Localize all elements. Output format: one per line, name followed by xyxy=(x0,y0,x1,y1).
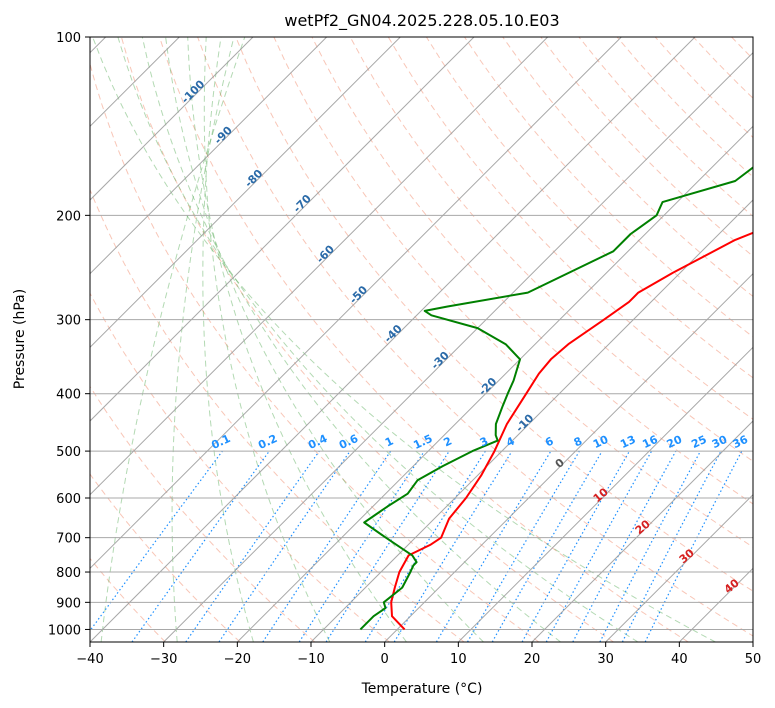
mixing-ratio-line xyxy=(185,450,320,642)
isotherm-line xyxy=(90,37,254,201)
mixing-ratio-line xyxy=(644,450,743,642)
mixing-ratio-line xyxy=(325,450,450,642)
mixing-ratio-line xyxy=(90,450,223,632)
mixing-ratio-label: 30 xyxy=(710,433,730,451)
dry-adiabat-line xyxy=(120,37,614,642)
moist-adiabat-line xyxy=(203,37,331,642)
y-tick-label: 200 xyxy=(56,209,81,224)
x-tick-label: −10 xyxy=(297,652,324,667)
mixing-ratio-line xyxy=(393,450,513,642)
dry-adiabat-line xyxy=(464,37,753,338)
x-tick-label: −30 xyxy=(150,652,177,667)
y-tick-label: 800 xyxy=(56,566,81,581)
dry-adiabat-line xyxy=(349,37,753,462)
x-tick-label: 20 xyxy=(524,652,541,667)
moist-adiabat-line xyxy=(141,37,561,642)
dry-adiabat-line xyxy=(90,473,241,642)
isotherm-line xyxy=(310,199,753,642)
moist-adiabat-line xyxy=(100,37,246,642)
dry-adiabat-line xyxy=(235,37,753,592)
mixing-ratio-label: 25 xyxy=(689,433,708,451)
mixing-ratio-line xyxy=(262,450,392,642)
mixing-ratio-label: 10 xyxy=(591,433,611,451)
chart-title: wetPf2_GN04.2025.228.05.10.E03 xyxy=(284,11,559,31)
isotherm-line xyxy=(90,37,475,422)
isotherm-line xyxy=(90,37,549,496)
dewpoint-profile-line xyxy=(359,166,753,631)
isotherm-line xyxy=(531,420,753,642)
x-tick-label: −20 xyxy=(224,652,251,667)
y-tick-label: 100 xyxy=(56,31,81,46)
x-tick-label: 40 xyxy=(671,652,688,667)
x-tick-label: 0 xyxy=(381,652,389,667)
dry-adiabat-line xyxy=(90,62,540,642)
background-reference-lines xyxy=(90,37,753,642)
mixing-ratio-line xyxy=(521,450,631,642)
isotherm-line xyxy=(605,493,753,642)
y-axis-title: Pressure (hPa) xyxy=(12,289,28,389)
mixing-ratio-line xyxy=(131,450,270,642)
mixing-ratio-label: 13 xyxy=(618,433,637,451)
x-tick-label: −40 xyxy=(76,652,103,667)
isotherm-line xyxy=(384,272,753,642)
y-tick-label: 1000 xyxy=(48,623,81,638)
dry-adiabat-line xyxy=(425,37,753,379)
isotherm-line xyxy=(457,346,753,642)
dry-adiabat-line xyxy=(273,37,753,548)
y-axis: 100 200 300 400 500 600 700 800 900 1000 xyxy=(48,31,90,638)
isotherm-line xyxy=(163,51,753,642)
dry-adiabat-line xyxy=(90,188,465,642)
mixing-ratio-label: 16 xyxy=(640,433,660,451)
mixing-ratio-label: 20 xyxy=(665,433,685,451)
y-tick-label: 500 xyxy=(56,445,81,460)
x-tick-label: 50 xyxy=(745,652,762,667)
mixing-ratio-line xyxy=(218,450,351,642)
mixing-ratio-line xyxy=(298,450,425,642)
dry-adiabat-line xyxy=(90,385,316,642)
isotherm-line xyxy=(90,37,401,349)
dry-adiabat-line xyxy=(311,37,753,505)
x-tick-label: 10 xyxy=(450,652,467,667)
pressure-gridlines xyxy=(90,37,753,630)
mixing-ratio-line xyxy=(545,450,653,642)
x-tick-label: 30 xyxy=(597,652,614,667)
dry-adiabat-line xyxy=(387,37,753,420)
dry-adiabat-line xyxy=(90,292,390,642)
mixing-ratio-label: 36 xyxy=(731,433,751,451)
moist-adiabat-line xyxy=(171,37,235,642)
x-axis: −40 −30 −20 −10 0 10 20 30 40 50 xyxy=(76,642,761,667)
moist-adiabat-line xyxy=(202,37,254,642)
mixing-ratio-line xyxy=(572,450,677,642)
isotherm-line xyxy=(90,37,622,570)
plot-frame xyxy=(89,36,754,643)
dry-adiabat-line xyxy=(159,37,689,642)
y-tick-label: 300 xyxy=(56,314,81,329)
moist-adiabat-line xyxy=(92,37,716,642)
temperature-profile-line xyxy=(390,231,753,631)
x-axis-title: Temperature (°C) xyxy=(361,681,483,697)
sounding-profiles xyxy=(359,166,753,631)
isotherm-line xyxy=(236,125,753,642)
y-tick-label: 600 xyxy=(56,492,81,507)
y-tick-label: 400 xyxy=(56,388,81,403)
y-tick-label: 700 xyxy=(56,532,81,547)
moist-adiabat-line xyxy=(187,37,407,642)
y-tick-label: 900 xyxy=(56,596,81,611)
isotherm-line xyxy=(90,37,696,642)
isotherm-line xyxy=(90,37,328,275)
moist-adiabat-line xyxy=(165,37,484,642)
dry-adiabat-line xyxy=(502,37,753,298)
moist-adiabat-line xyxy=(117,37,639,642)
